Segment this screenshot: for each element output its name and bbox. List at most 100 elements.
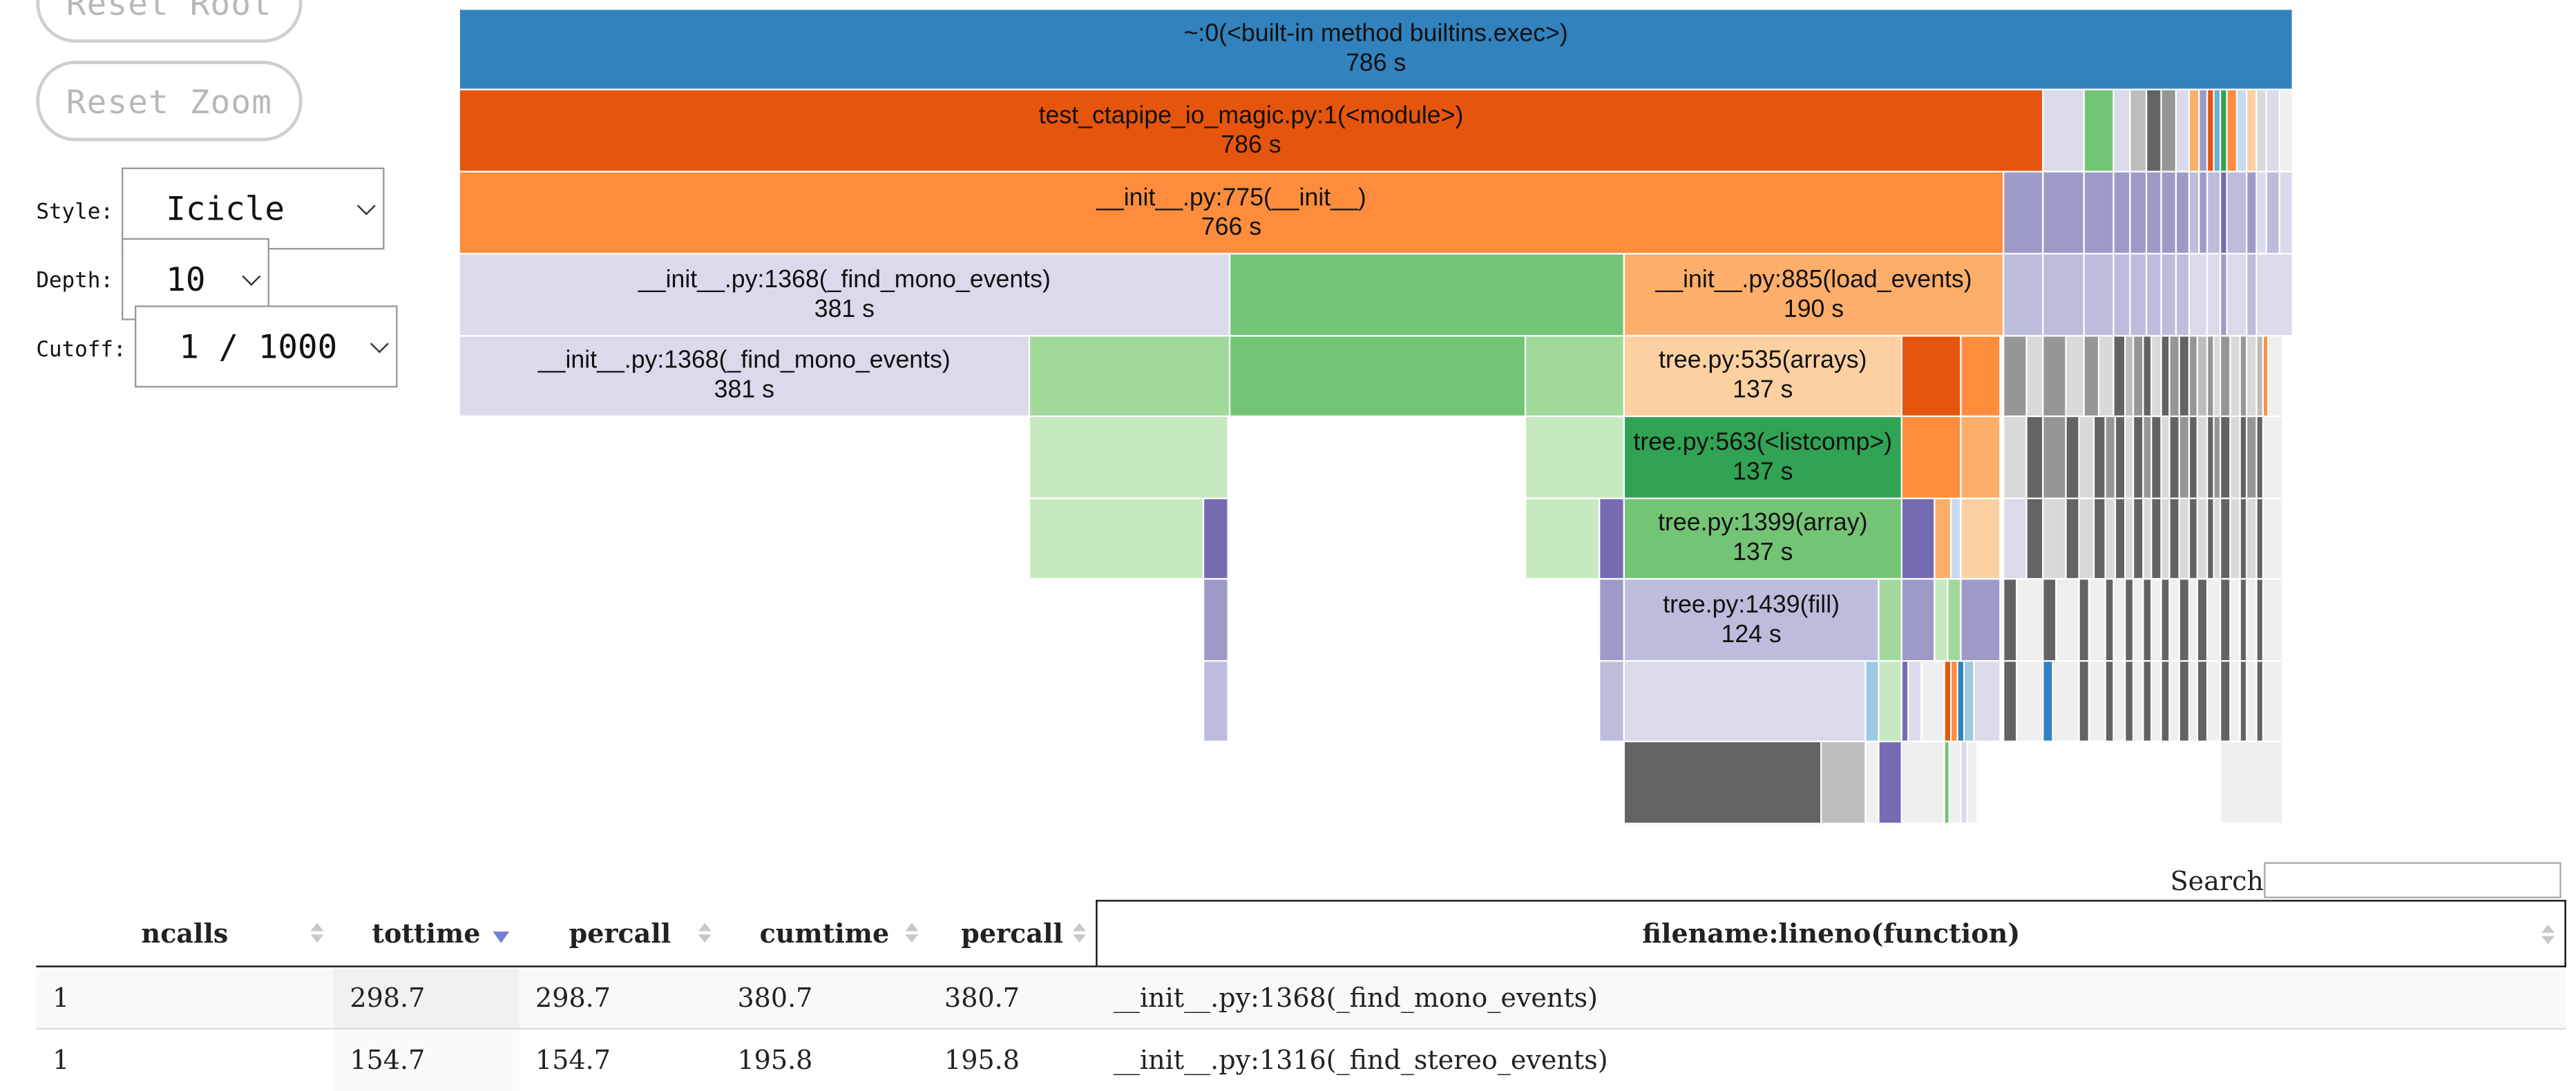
- column-header-function[interactable]: filename:lineno(function): [1096, 900, 2566, 967]
- icicle-segment[interactable]: [2264, 417, 2284, 499]
- icicle-segment[interactable]: [1902, 579, 1936, 662]
- icicle-segment[interactable]: [1600, 579, 1625, 662]
- icicle-segment[interactable]: [1961, 336, 2001, 418]
- icicle-segment[interactable]: [2177, 90, 2191, 173]
- icicle-segment[interactable]: [2027, 417, 2044, 499]
- icicle-segment[interactable]: [1526, 499, 1601, 580]
- icicle-segment[interactable]: [2280, 172, 2293, 255]
- icicle-segment[interactable]: [2179, 336, 2191, 418]
- icicle-segment[interactable]: [2057, 579, 2080, 662]
- icicle-segment[interactable]: [1600, 499, 1625, 580]
- icicle-segment[interactable]: [1949, 742, 1962, 824]
- icicle-segment[interactable]: [2004, 417, 2028, 499]
- icicle-segment[interactable]: [2208, 336, 2215, 418]
- icicle-segment[interactable]: [2130, 172, 2148, 255]
- icicle-segment[interactable]: [2114, 172, 2131, 255]
- icicle-segment[interactable]: [2221, 254, 2228, 337]
- icicle-segment[interactable]: [1902, 336, 1962, 418]
- icicle-segment[interactable]: [2240, 336, 2248, 418]
- icicle-segment[interactable]: [2090, 662, 2106, 742]
- column-header-tottime[interactable]: tottime: [333, 900, 519, 967]
- icicle-segment[interactable]: [1945, 742, 1950, 824]
- icicle-segment[interactable]: [2269, 336, 2284, 418]
- icicle-segment[interactable]: [2177, 254, 2191, 337]
- icicle-segment[interactable]: [2177, 172, 2191, 255]
- icicle-segment[interactable]: [1230, 336, 1527, 418]
- icicle-segment[interactable]: [2240, 417, 2248, 499]
- icicle-segment[interactable]: [2190, 90, 2200, 173]
- icicle-segment[interactable]: [2134, 499, 2144, 580]
- icicle-segment[interactable]: [2190, 172, 2200, 255]
- icicle-segment[interactable]: [2095, 499, 2106, 580]
- icicle-segment[interactable]: [2247, 172, 2258, 255]
- icicle-segment[interactable]: [2221, 579, 2231, 662]
- icicle-segment[interactable]: [2227, 172, 2248, 255]
- icicle-segment[interactable]: [2106, 499, 2117, 580]
- icicle-segment[interactable]: [1204, 579, 1229, 662]
- icicle-segment[interactable]: [1030, 336, 1231, 418]
- icicle-segment[interactable]: [1909, 662, 1923, 742]
- icicle-segment[interactable]: [2198, 499, 2208, 580]
- icicle-segment[interactable]: [1965, 662, 1975, 742]
- icicle-segment[interactable]: [2214, 336, 2222, 418]
- icicle-segment[interactable]: [2238, 90, 2248, 173]
- icicle-segment[interactable]: [2134, 662, 2144, 742]
- icicle-segment[interactable]: [2170, 579, 2180, 662]
- icicle-segment[interactable]: [2221, 499, 2231, 580]
- icicle-segment[interactable]: [2152, 579, 2162, 662]
- icicle-segment[interactable]: [2264, 662, 2284, 742]
- icicle-segment[interactable]: [2257, 499, 2264, 580]
- icicle-segment[interactable]: [2179, 417, 2191, 499]
- icicle-segment[interactable]: [1204, 499, 1229, 580]
- icicle-block[interactable]: tree.py:563(<listcomp>) 137 s: [1625, 417, 1902, 499]
- icicle-segment[interactable]: [2208, 662, 2222, 742]
- icicle-segment[interactable]: [2240, 662, 2248, 742]
- icicle-segment[interactable]: [1961, 579, 2001, 662]
- icicle-segment[interactable]: [2162, 662, 2170, 742]
- icicle-segment[interactable]: [2170, 336, 2180, 418]
- icicle-segment[interactable]: [1902, 742, 1945, 824]
- icicle-segment[interactable]: [2066, 336, 2085, 418]
- icicle-segment[interactable]: [2004, 336, 2028, 418]
- icicle-segment[interactable]: [2004, 579, 2018, 662]
- table-row[interactable]: 1 298.7 298.7 380.7 380.7 __init__.py:13…: [36, 966, 2566, 1030]
- icicle-segment[interactable]: [2084, 90, 2115, 173]
- icicle-segment[interactable]: [2116, 499, 2126, 580]
- icicle-segment[interactable]: [2190, 662, 2199, 742]
- icicle-segment[interactable]: [2267, 172, 2280, 255]
- icicle-segment[interactable]: [2066, 417, 2080, 499]
- icicle-segment[interactable]: [2257, 579, 2264, 662]
- icicle-segment[interactable]: [2179, 662, 2191, 742]
- icicle-segment[interactable]: [2221, 417, 2231, 499]
- icicle-segment[interactable]: [2004, 499, 2028, 580]
- icicle-segment[interactable]: [2257, 254, 2293, 337]
- icicle-segment[interactable]: [2200, 172, 2208, 255]
- icicle-segment[interactable]: [2179, 499, 2191, 580]
- icicle-segment[interactable]: [2043, 417, 2067, 499]
- icicle-segment[interactable]: [1879, 742, 1902, 824]
- icicle-segment[interactable]: [2231, 662, 2241, 742]
- icicle-segment[interactable]: [2162, 254, 2177, 337]
- icicle-segment[interactable]: [2126, 579, 2135, 662]
- icicle-segment[interactable]: [1935, 499, 1952, 580]
- icicle-segment[interactable]: [2214, 499, 2222, 580]
- icicle-segment[interactable]: [2198, 579, 2208, 662]
- icicle-segment[interactable]: [1974, 662, 2001, 742]
- icicle-segment[interactable]: [2190, 336, 2199, 418]
- icicle-segment[interactable]: [2208, 499, 2215, 580]
- icicle-block[interactable]: test_ctapipe_io_magic.py:1(<module>) 786…: [459, 90, 2044, 173]
- icicle-segment[interactable]: [2221, 662, 2231, 742]
- icicle-segment[interactable]: [2162, 417, 2170, 499]
- icicle-segment[interactable]: [2004, 254, 2044, 337]
- icicle-segment[interactable]: [2214, 417, 2222, 499]
- icicle-segment[interactable]: [2043, 499, 2067, 580]
- icicle-segment[interactable]: [2079, 499, 2095, 580]
- icicle-segment[interactable]: [2084, 254, 2115, 337]
- icicle-segment[interactable]: [2221, 90, 2228, 173]
- icicle-segment[interactable]: [2134, 417, 2144, 499]
- icicle-segment[interactable]: [2126, 662, 2135, 742]
- icicle-segment[interactable]: [2247, 499, 2258, 580]
- icicle-segment[interactable]: [1030, 499, 1205, 580]
- icicle-segment[interactable]: [1945, 662, 1952, 742]
- icicle-segment[interactable]: [1879, 662, 1902, 742]
